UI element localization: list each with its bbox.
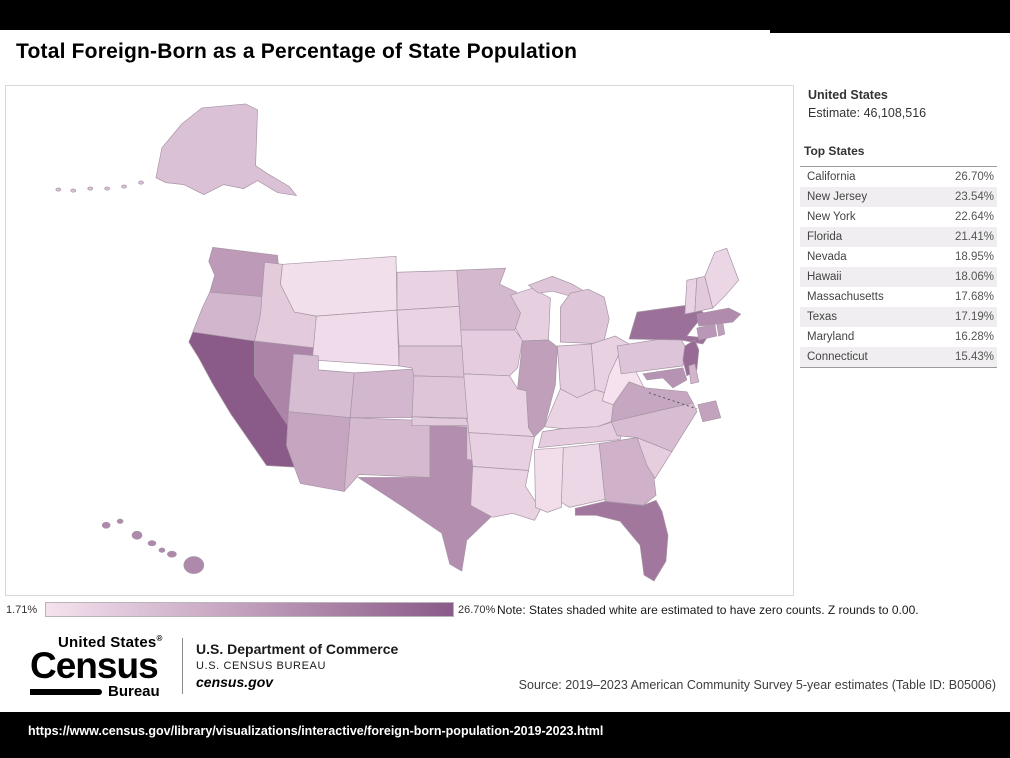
state-name-cell: Florida [807, 231, 843, 243]
state-alaska-island[interactable] [104, 186, 110, 191]
state-value-cell: 17.68% [954, 291, 994, 303]
color-legend: 1.71% 26.70% Note: States shaded white a… [0, 601, 1010, 621]
us-choropleth-map-panel [5, 85, 794, 596]
state-name-cell: New Jersey [807, 191, 868, 203]
logo-bureau-text: Bureau [108, 683, 160, 700]
bottom-black-bar: https://www.census.gov/library/visualiza… [0, 712, 1010, 758]
state-iowa[interactable] [460, 329, 523, 377]
state-louisiana[interactable] [470, 466, 541, 521]
legend-note: Note: States shaded white are estimated … [497, 603, 919, 617]
state-name-cell: California [807, 171, 856, 183]
state-name-cell: Massachusetts [807, 291, 884, 303]
top-black-bar [0, 0, 1010, 30]
table-row[interactable]: California 26.70% [800, 167, 997, 187]
census-bureau-logo: United States® Census Bureau [30, 634, 175, 700]
page-url: https://www.census.gov/library/visualiza… [28, 724, 604, 738]
state-name-cell: Maryland [807, 331, 855, 343]
state-hawaii-island[interactable] [116, 518, 124, 524]
state-value-cell: 26.70% [954, 171, 994, 183]
state-name-cell: New York [807, 211, 856, 223]
state-value-cell: 18.95% [954, 251, 994, 263]
table-row[interactable]: Connecticut 15.43% [800, 347, 997, 367]
page-title: Total Foreign-Born as a Percentage of St… [16, 40, 578, 63]
state-wyoming[interactable] [311, 309, 400, 367]
state-maryland[interactable] [642, 367, 688, 389]
us-estimate-value: Estimate: 46,108,516 [808, 106, 927, 120]
state-arkansas[interactable] [468, 432, 535, 471]
state-alabama[interactable] [561, 443, 606, 508]
state-maine[interactable] [704, 247, 740, 309]
state-name-cell: Connecticut [807, 351, 868, 363]
legend-max-label: 26.70% [458, 604, 496, 616]
state-hawaii-island[interactable] [167, 550, 177, 558]
source-citation: Source: 2019–2023 American Community Sur… [518, 678, 996, 692]
state-value-cell: 17.19% [954, 311, 994, 323]
table-row[interactable]: Florida 21.41% [800, 227, 997, 247]
state-michigan[interactable] [560, 288, 610, 345]
commerce-block: U.S. Department of Commerce U.S. CENSUS … [196, 641, 398, 690]
state-alaska-island[interactable] [70, 188, 77, 193]
state-value-cell: 23.54% [954, 191, 994, 203]
state-name-cell: Hawaii [807, 271, 842, 283]
state-west-virginia[interactable] [601, 355, 646, 406]
table-row[interactable]: Texas 17.19% [800, 307, 997, 327]
state-arizona[interactable] [286, 411, 351, 492]
state-district-of-columbia[interactable] [697, 400, 722, 423]
state-pennsylvania[interactable] [616, 335, 686, 375]
state-utah[interactable] [288, 353, 355, 419]
commerce-label: U.S. Department of Commerce [196, 641, 399, 657]
state-hawaii-island[interactable] [131, 530, 143, 540]
state-montana[interactable] [280, 255, 398, 317]
top-black-bar-step [770, 30, 1010, 33]
census-gov-label: census.gov [196, 674, 274, 690]
state-alaska-island[interactable] [87, 186, 94, 191]
legend-min-label: 1.71% [6, 604, 38, 616]
census-bureau-label: U.S. CENSUS BUREAU [196, 660, 326, 672]
state-indiana[interactable] [557, 343, 596, 399]
state-massachusetts[interactable] [696, 307, 742, 327]
state-florida[interactable] [574, 499, 669, 582]
state-name-cell: Nevada [807, 251, 847, 263]
state-alaska[interactable] [155, 103, 298, 197]
legend-gradient-bar [45, 602, 454, 617]
state-north-dakota[interactable] [396, 269, 465, 311]
state-value-cell: 21.41% [954, 231, 994, 243]
table-row[interactable]: Massachusetts 17.68% [800, 287, 997, 307]
table-row[interactable]: Maryland 16.28% [800, 327, 997, 347]
table-row[interactable]: Nevada 18.95% [800, 247, 997, 267]
state-value-cell: 16.28% [954, 331, 994, 343]
state-hawaii-island[interactable] [158, 547, 166, 553]
logo-bar [30, 688, 102, 695]
state-value-cell: 15.43% [954, 351, 994, 363]
state-name-cell: Texas [807, 311, 838, 323]
dc-callout-line [648, 392, 697, 410]
logo-census-text: Census [30, 645, 159, 686]
state-alaska-island[interactable] [121, 184, 127, 189]
state-delaware[interactable] [688, 363, 700, 385]
footer-divider [182, 638, 183, 694]
state-connecticut[interactable] [696, 323, 718, 341]
state-alaska-island[interactable] [55, 187, 62, 192]
state-south-dakota[interactable] [396, 305, 469, 347]
table-row[interactable]: New York 22.64% [800, 207, 997, 227]
state-value-cell: 18.06% [954, 271, 994, 283]
state-hawaii-island[interactable] [183, 556, 205, 574]
state-hawaii-island[interactable] [147, 540, 157, 547]
state-value-cell: 22.64% [954, 211, 994, 223]
state-mississippi[interactable] [534, 447, 564, 513]
us-choropleth-map [55, 103, 742, 582]
us-total-label: United States [808, 88, 888, 102]
table-row[interactable]: New Jersey 23.54% [800, 187, 997, 207]
logo-united-states-text: United States® [58, 634, 163, 651]
state-illinois[interactable] [517, 339, 558, 438]
state-alaska-island[interactable] [138, 180, 144, 185]
state-minnesota[interactable] [456, 267, 522, 331]
top-states-table: California 26.70% New Jersey 23.54% New York… [800, 166, 997, 368]
state-hawaii-island[interactable] [101, 521, 111, 529]
sidebar: United States Estimate: 46,108,516 Top S… [800, 86, 1000, 368]
top-states-header: Top States [804, 144, 865, 158]
table-row[interactable]: Hawaii 18.06% [800, 267, 997, 287]
